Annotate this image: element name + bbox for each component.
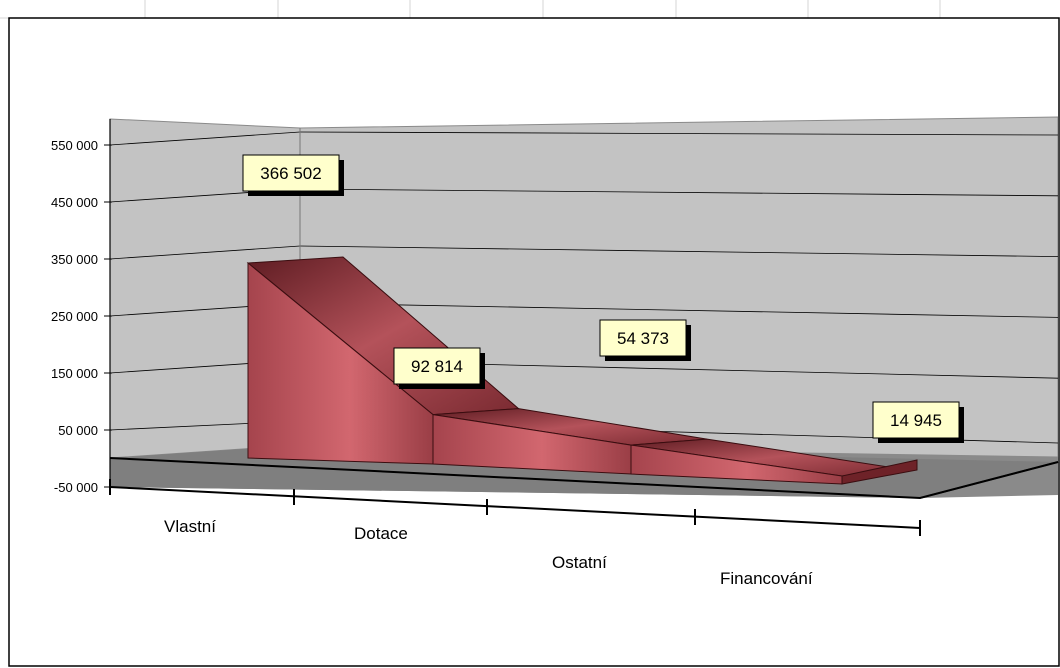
y-tick-label: 350 000 (51, 252, 98, 267)
area-end-cap (841, 459, 918, 485)
spreadsheet-grid (0, 0, 1060, 19)
y-tick-label: 50 000 (58, 423, 98, 438)
y-tick-label: 250 000 (51, 309, 98, 324)
category-label: Vlastní (164, 517, 216, 536)
gridline-left (109, 131, 301, 146)
data-label: 14 945 (890, 411, 942, 430)
x-axis-ticks (109, 479, 921, 536)
floor-right-edge (919, 461, 1059, 499)
gridline-left (109, 245, 301, 260)
data-label: 54 373 (617, 329, 669, 348)
category-label: Dotace (354, 524, 408, 543)
gridline-back (299, 131, 1059, 136)
gridline-back (299, 302, 1059, 318)
y-tick-label: 150 000 (51, 366, 98, 381)
y-tick-label: 550 000 (51, 138, 98, 153)
data-label-box (599, 319, 687, 357)
data-labels: 366 502 92 814 54 373 14 945 (242, 154, 964, 443)
y-tick-label: 450 000 (51, 195, 98, 210)
category-label: Ostatní (552, 553, 607, 572)
data-label-box (242, 154, 340, 192)
gridline-back (299, 245, 1059, 258)
y-tick-label: -50 000 (54, 480, 98, 495)
data-label: 92 814 (411, 357, 463, 376)
category-labels: Vlastní Dotace Ostatní Financování (164, 517, 813, 588)
x-axis-line (109, 486, 921, 529)
category-label: Financování (720, 569, 813, 588)
data-label: 366 502 (260, 164, 321, 183)
y-axis-tick-labels: 550 000 450 000 350 000 250 000 150 000 50 00… (51, 138, 98, 495)
data-label-box (872, 401, 960, 439)
area-series (246, 256, 918, 485)
gridline-back (299, 188, 1059, 197)
data-label-box (393, 347, 481, 385)
